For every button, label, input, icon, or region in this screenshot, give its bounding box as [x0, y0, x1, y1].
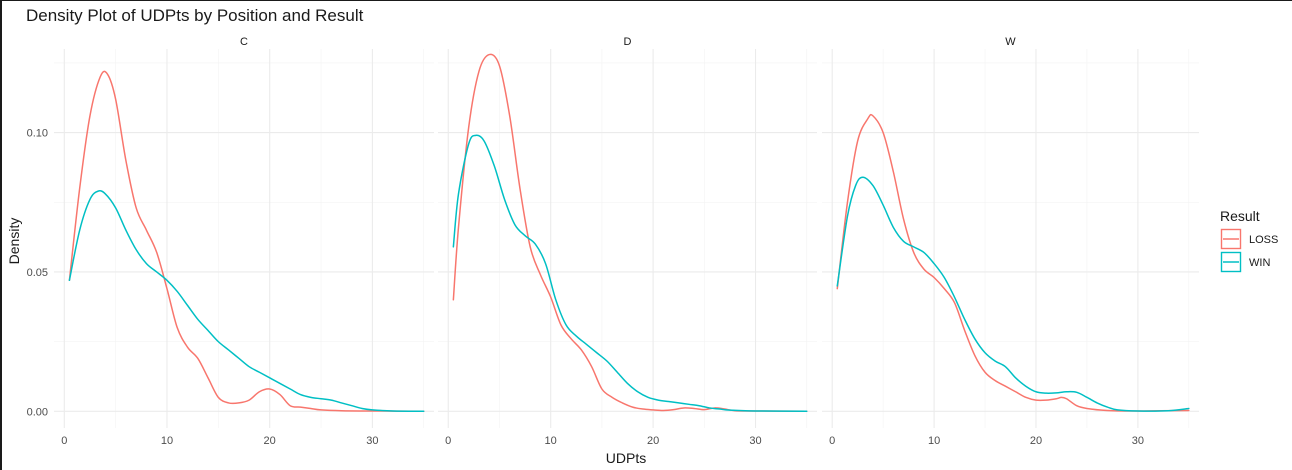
chart-title: Density Plot of UDPts by Position and Re… [26, 6, 364, 25]
x-tick-label: 30 [1132, 435, 1144, 447]
facet-strip-label: C [240, 36, 248, 48]
x-tick-label: 20 [1030, 435, 1042, 447]
y-axis-title: Density [6, 218, 22, 265]
facet-panel-d: D 0 10 20 30 [438, 36, 817, 447]
legend-key-loss [1220, 228, 1242, 250]
x-tick-label: 10 [928, 435, 940, 447]
facet-panels: C 0 10 20 30 0.00 0.05 0.10 D 0 10 20 30 W 0 10 20 30 [27, 36, 1199, 447]
density-line-win [68, 190, 425, 413]
x-tick-label: 30 [366, 435, 378, 447]
density-line-loss [68, 70, 425, 413]
x-tick-label: 20 [264, 435, 276, 447]
x-tick-label: 0 [445, 435, 451, 447]
legend: Result LOSS WIN [1220, 208, 1278, 273]
legend-title: Result [1220, 208, 1260, 224]
y-tick-label: 0.00 [27, 406, 48, 418]
density-line-win [452, 134, 808, 413]
x-tick-label: 20 [647, 435, 659, 447]
x-tick-label: 10 [161, 435, 173, 447]
x-tick-label: 0 [61, 435, 67, 447]
facet-panel-c: C 0 10 20 30 0.00 0.05 0.10 [27, 36, 434, 447]
density-line-loss [452, 53, 808, 413]
density-line-loss [836, 113, 1190, 412]
x-tick-label: 30 [749, 435, 761, 447]
legend-label-loss: LOSS [1249, 234, 1278, 246]
facet-strip-label: D [624, 36, 632, 48]
x-axis-title: UDPts [606, 450, 646, 466]
y-tick-label: 0.10 [27, 128, 48, 140]
y-tick-label: 0.05 [27, 267, 48, 279]
legend-key-win [1220, 251, 1242, 273]
legend-label-win: WIN [1249, 257, 1270, 269]
x-tick-label: 10 [545, 435, 557, 447]
density-line-win [836, 176, 1190, 412]
facet-strip-label: W [1005, 36, 1016, 48]
facet-panel-w: W 0 10 20 30 [822, 36, 1199, 447]
x-tick-label: 0 [829, 435, 835, 447]
